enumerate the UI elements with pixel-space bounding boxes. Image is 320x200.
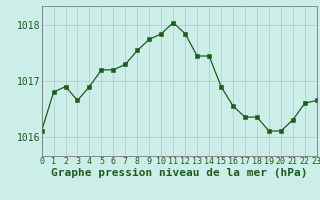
X-axis label: Graphe pression niveau de la mer (hPa): Graphe pression niveau de la mer (hPa) xyxy=(51,168,308,178)
